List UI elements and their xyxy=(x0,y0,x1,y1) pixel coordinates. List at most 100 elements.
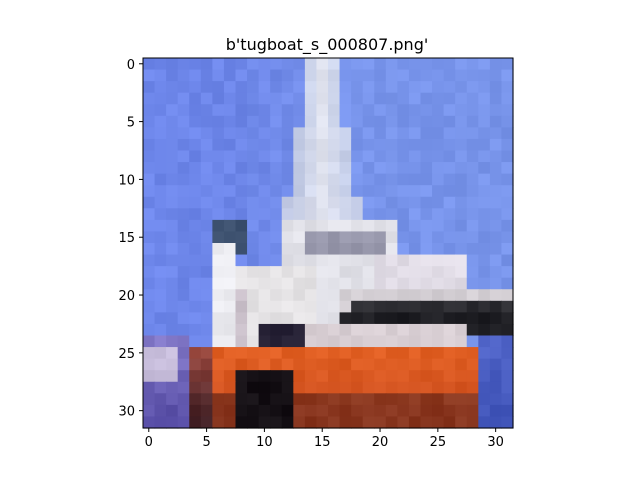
image-pixel xyxy=(143,185,156,198)
image-pixel xyxy=(258,104,271,117)
image-pixel xyxy=(455,173,468,186)
image-pixel xyxy=(166,347,179,360)
image-pixel xyxy=(166,277,179,290)
image-pixel xyxy=(293,162,306,175)
image-pixel xyxy=(466,323,479,337)
image-pixel xyxy=(316,404,329,418)
image-pixel xyxy=(189,358,202,371)
image-pixel xyxy=(374,335,387,348)
image-pixel xyxy=(443,393,456,406)
image-pixel xyxy=(177,162,190,175)
image-pixel xyxy=(408,196,422,209)
image-pixel xyxy=(212,185,225,198)
image-pixel xyxy=(489,208,503,221)
x-tick-label: 5 xyxy=(202,435,210,450)
image-pixel xyxy=(397,231,410,244)
image-pixel xyxy=(281,219,294,233)
image-pixel xyxy=(351,254,364,267)
image-pixel xyxy=(316,416,329,429)
image-pixel xyxy=(281,104,294,117)
image-pixel xyxy=(351,150,364,163)
image-pixel xyxy=(455,81,468,94)
image-pixel xyxy=(385,393,398,406)
image-pixel xyxy=(258,312,271,325)
image-pixel xyxy=(420,358,433,371)
image-pixel xyxy=(374,150,387,163)
image-pixel xyxy=(281,381,294,394)
image-pixel xyxy=(328,173,341,186)
image-pixel xyxy=(443,300,456,313)
image-pixel xyxy=(420,393,433,406)
image-pixel xyxy=(189,323,202,337)
image-pixel xyxy=(455,92,468,105)
image-pixel xyxy=(478,150,491,163)
image-pixel xyxy=(200,254,213,267)
image-pixel xyxy=(223,404,237,418)
image-pixel xyxy=(328,185,341,198)
image-pixel xyxy=(166,104,179,117)
image-pixel xyxy=(466,254,479,267)
image-pixel xyxy=(189,289,202,302)
image-pixel xyxy=(189,404,202,418)
image-pixel xyxy=(281,92,294,105)
image-pixel xyxy=(432,254,445,267)
image-pixel xyxy=(420,185,433,198)
image-pixel xyxy=(166,370,179,383)
image-pixel xyxy=(397,138,410,152)
image-pixel xyxy=(258,208,271,221)
image-pixel xyxy=(154,312,167,325)
image-pixel xyxy=(166,266,179,279)
image-pixel xyxy=(501,393,514,406)
image-pixel xyxy=(489,138,503,152)
image-pixel xyxy=(339,277,352,290)
image-pixel xyxy=(455,277,468,290)
image-pixel xyxy=(200,381,213,394)
image-pixel xyxy=(489,150,503,163)
image-pixel xyxy=(397,323,410,337)
image-pixel xyxy=(501,243,514,256)
image-pixel xyxy=(166,300,179,313)
image-pixel xyxy=(189,58,202,71)
image-pixel xyxy=(154,381,167,394)
image-pixel xyxy=(443,115,456,128)
image-pixel xyxy=(328,196,341,209)
image-pixel xyxy=(293,127,306,140)
image-pixel xyxy=(420,416,433,429)
image-pixel xyxy=(143,69,156,82)
image-pixel xyxy=(235,289,248,302)
image-pixel xyxy=(408,312,422,325)
image-pixel xyxy=(408,231,422,244)
image-pixel xyxy=(374,115,387,128)
image-pixel xyxy=(247,393,260,406)
image-pixel xyxy=(154,347,167,360)
image-pixel xyxy=(270,254,283,267)
image-pixel xyxy=(443,138,456,152)
image-pixel xyxy=(177,416,190,429)
image-pixel xyxy=(339,289,352,302)
image-pixel xyxy=(362,150,375,163)
image-pixel xyxy=(397,266,410,279)
image-pixel xyxy=(258,300,271,313)
image-pixel xyxy=(478,277,491,290)
image-pixel xyxy=(374,58,387,71)
image-pixel xyxy=(270,277,283,290)
image-pixel xyxy=(455,323,468,337)
image-pixel xyxy=(212,416,225,429)
y-tick-label: 15 xyxy=(118,231,135,246)
image-pixel xyxy=(200,289,213,302)
image-pixel xyxy=(339,69,352,82)
image-pixel xyxy=(478,185,491,198)
image-pixel xyxy=(293,416,306,429)
image-pixel xyxy=(143,196,156,209)
image-pixel xyxy=(443,231,456,244)
image-pixel xyxy=(223,231,237,244)
image-pixel xyxy=(489,196,503,209)
image-pixel xyxy=(316,335,329,348)
image-pixel xyxy=(293,69,306,82)
image-pixel xyxy=(385,312,398,325)
image-pixel xyxy=(281,300,294,313)
image-pixel xyxy=(270,404,283,418)
image-pixel xyxy=(385,243,398,256)
image-pixel xyxy=(270,219,283,233)
image-pixel xyxy=(189,254,202,267)
